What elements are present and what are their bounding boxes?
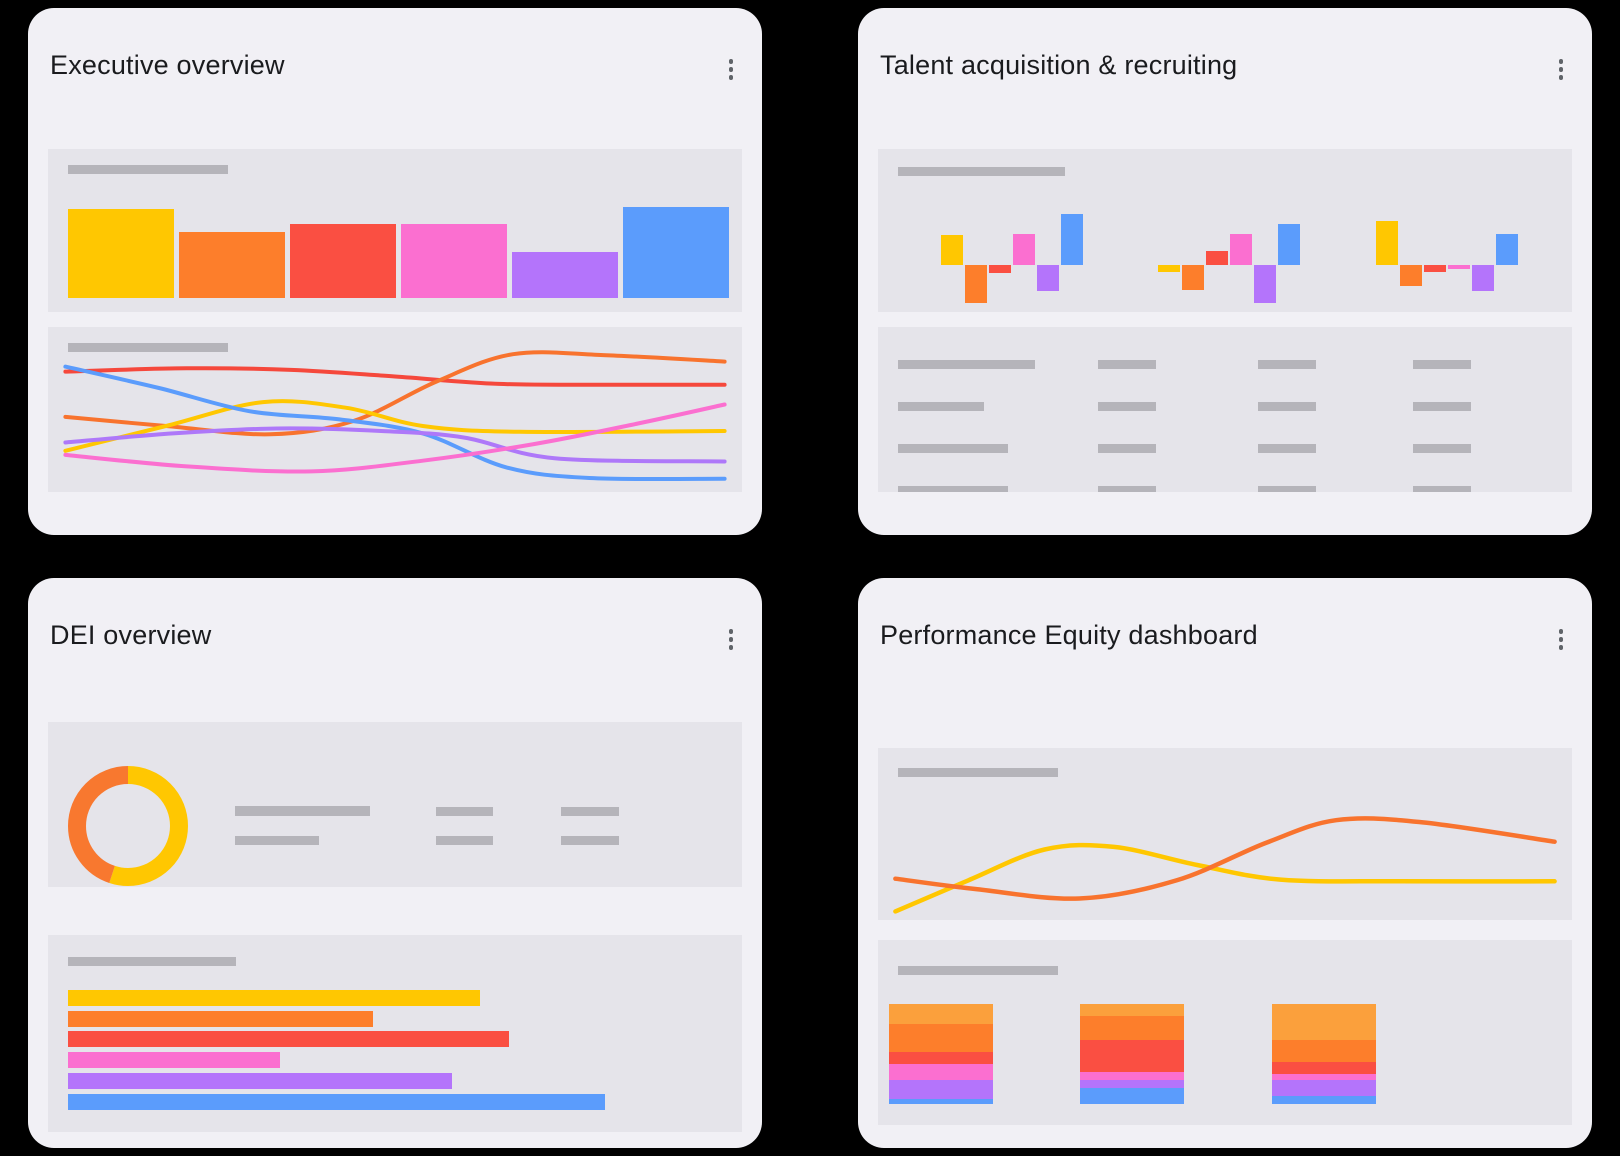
- card-talent-acquisition: Talent acquisition & recruiting: [858, 8, 1592, 535]
- placeholder-line: [235, 836, 319, 845]
- placeholder-line: [235, 806, 370, 816]
- placeholder-title-line: [48, 935, 742, 1132]
- bar-chart: [48, 149, 742, 312]
- placeholder-title-line: [878, 748, 1572, 920]
- kebab-menu-icon[interactable]: [1558, 628, 1564, 654]
- card-executive-overview: Executive overview: [28, 8, 762, 535]
- panel-waterfall-charts: [878, 149, 1572, 312]
- placeholder-title-line: [878, 149, 1572, 312]
- placeholder-line: [898, 402, 984, 411]
- line-chart: [48, 327, 742, 492]
- placeholder-line: [1098, 360, 1156, 369]
- placeholder-title-line: [878, 940, 1572, 1125]
- placeholder-line: [68, 343, 228, 352]
- placeholder-line: [1258, 402, 1316, 411]
- panel-line-chart: [878, 748, 1572, 920]
- horizontal-bar-chart: [48, 935, 742, 1132]
- placeholder-title-line: [48, 149, 742, 312]
- placeholder-line: [1413, 444, 1471, 453]
- placeholder-line: [1098, 444, 1156, 453]
- panel-horizontal-bar-chart: [48, 935, 742, 1132]
- placeholder-line: [1413, 486, 1471, 492]
- placeholder-line: [898, 167, 1065, 176]
- placeholder-line: [898, 486, 1008, 492]
- waterfall-chart: [878, 149, 1572, 312]
- placeholder-line: [68, 957, 236, 966]
- placeholder-line: [1258, 360, 1316, 369]
- placeholder-line: [436, 807, 493, 816]
- card-title: Talent acquisition & recruiting: [880, 50, 1238, 80]
- card-title: Performance Equity dashboard: [880, 620, 1258, 650]
- card-dei-overview: DEI overview: [28, 578, 762, 1148]
- panel-stacked-bar-chart: [878, 940, 1572, 1125]
- placeholder-line: [561, 807, 619, 816]
- panel-bar-chart: [48, 149, 742, 312]
- kebab-menu-icon[interactable]: [1558, 58, 1564, 84]
- donut-chart: [48, 722, 742, 887]
- placeholder-line: [1098, 402, 1156, 411]
- card-performance-equity: Performance Equity dashboard: [858, 578, 1592, 1148]
- card-title: Executive overview: [50, 50, 285, 80]
- stacked-bar-chart: [878, 940, 1572, 1125]
- panel-donut-chart: [48, 722, 742, 887]
- kebab-menu-icon[interactable]: [728, 628, 734, 654]
- panel-data-table: [878, 327, 1572, 492]
- placeholder-line: [898, 966, 1058, 975]
- placeholder-line: [898, 768, 1058, 777]
- placeholder-line: [1258, 444, 1316, 453]
- placeholder-line: [1258, 486, 1316, 492]
- placeholder-title-line: [48, 327, 742, 492]
- card-title: DEI overview: [50, 620, 212, 650]
- placeholder-line: [1098, 486, 1156, 492]
- kebab-menu-icon[interactable]: [728, 58, 734, 84]
- placeholder-line: [436, 836, 493, 845]
- line-chart: [878, 748, 1572, 920]
- panel-line-chart: [48, 327, 742, 492]
- placeholder-line: [1413, 402, 1471, 411]
- placeholder-line: [898, 444, 1008, 453]
- placeholder-table: [878, 327, 1572, 492]
- placeholder-line: [561, 836, 619, 845]
- placeholder-line: [68, 165, 228, 174]
- placeholder-legend-lines: [48, 722, 742, 887]
- placeholder-line: [1413, 360, 1471, 369]
- placeholder-line: [898, 360, 1035, 369]
